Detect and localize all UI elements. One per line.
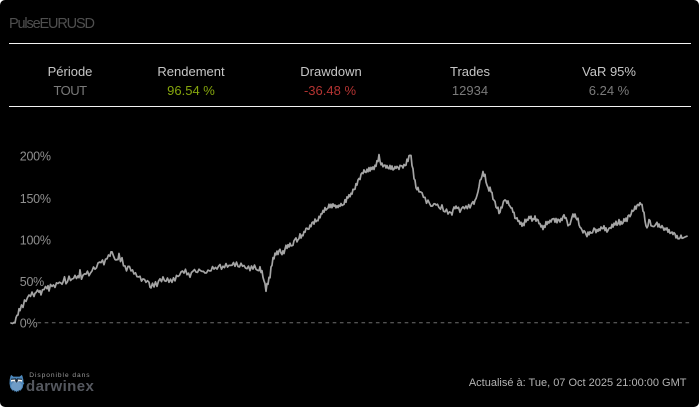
svg-text:0%: 0% (20, 316, 38, 330)
svg-text:150%: 150% (20, 192, 51, 206)
svg-text:50%: 50% (20, 275, 44, 289)
svg-text:100%: 100% (20, 234, 51, 248)
svg-text:200%: 200% (20, 150, 51, 164)
